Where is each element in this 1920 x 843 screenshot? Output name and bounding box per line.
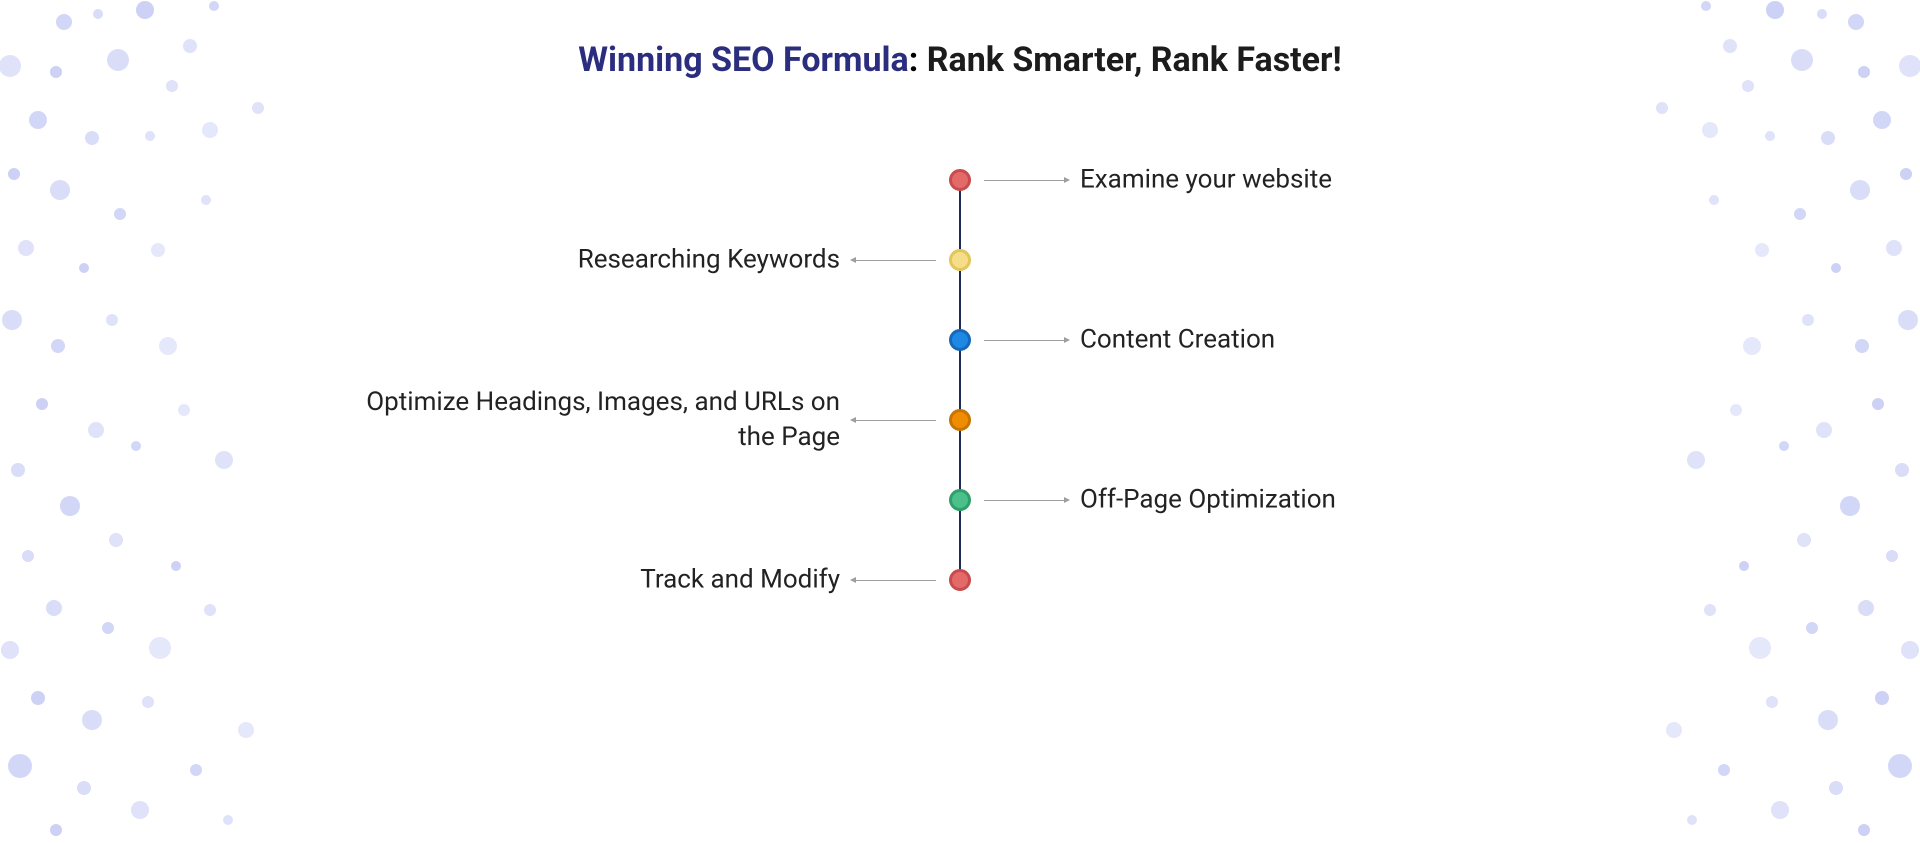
timeline-node (949, 169, 971, 191)
bg-dots-right (1590, 0, 1920, 843)
timeline-node (949, 489, 971, 511)
title-rest: Rank Smarter, Rank Faster! (927, 40, 1342, 80)
timeline-connector (856, 260, 936, 261)
timeline-connector (984, 500, 1064, 501)
timeline-node (949, 409, 971, 431)
timeline-label: Track and Modify (640, 562, 840, 597)
timeline-connector (856, 420, 936, 421)
timeline-label: Examine your website (1080, 162, 1332, 197)
timeline-connector (984, 340, 1064, 341)
timeline-node (949, 569, 971, 591)
timeline-connector (984, 180, 1064, 181)
timeline-label: Off-Page Optimization (1080, 482, 1336, 517)
infographic-title: Winning SEO Formula: Rank Smarter, Rank … (0, 40, 1920, 80)
bg-dots-left (0, 0, 300, 843)
title-accent: Winning SEO Formula (578, 40, 908, 80)
timeline-label: Researching Keywords (578, 242, 840, 277)
timeline-axis (959, 180, 961, 580)
timeline-connector (856, 580, 936, 581)
timeline-label: Content Creation (1080, 322, 1275, 357)
timeline-node (949, 249, 971, 271)
timeline-label: Optimize Headings, Images, and URLs on t… (360, 385, 840, 455)
title-sep: : (909, 40, 927, 80)
timeline-node (949, 329, 971, 351)
seo-timeline: Examine your websiteResearching Keywords… (360, 180, 1560, 680)
